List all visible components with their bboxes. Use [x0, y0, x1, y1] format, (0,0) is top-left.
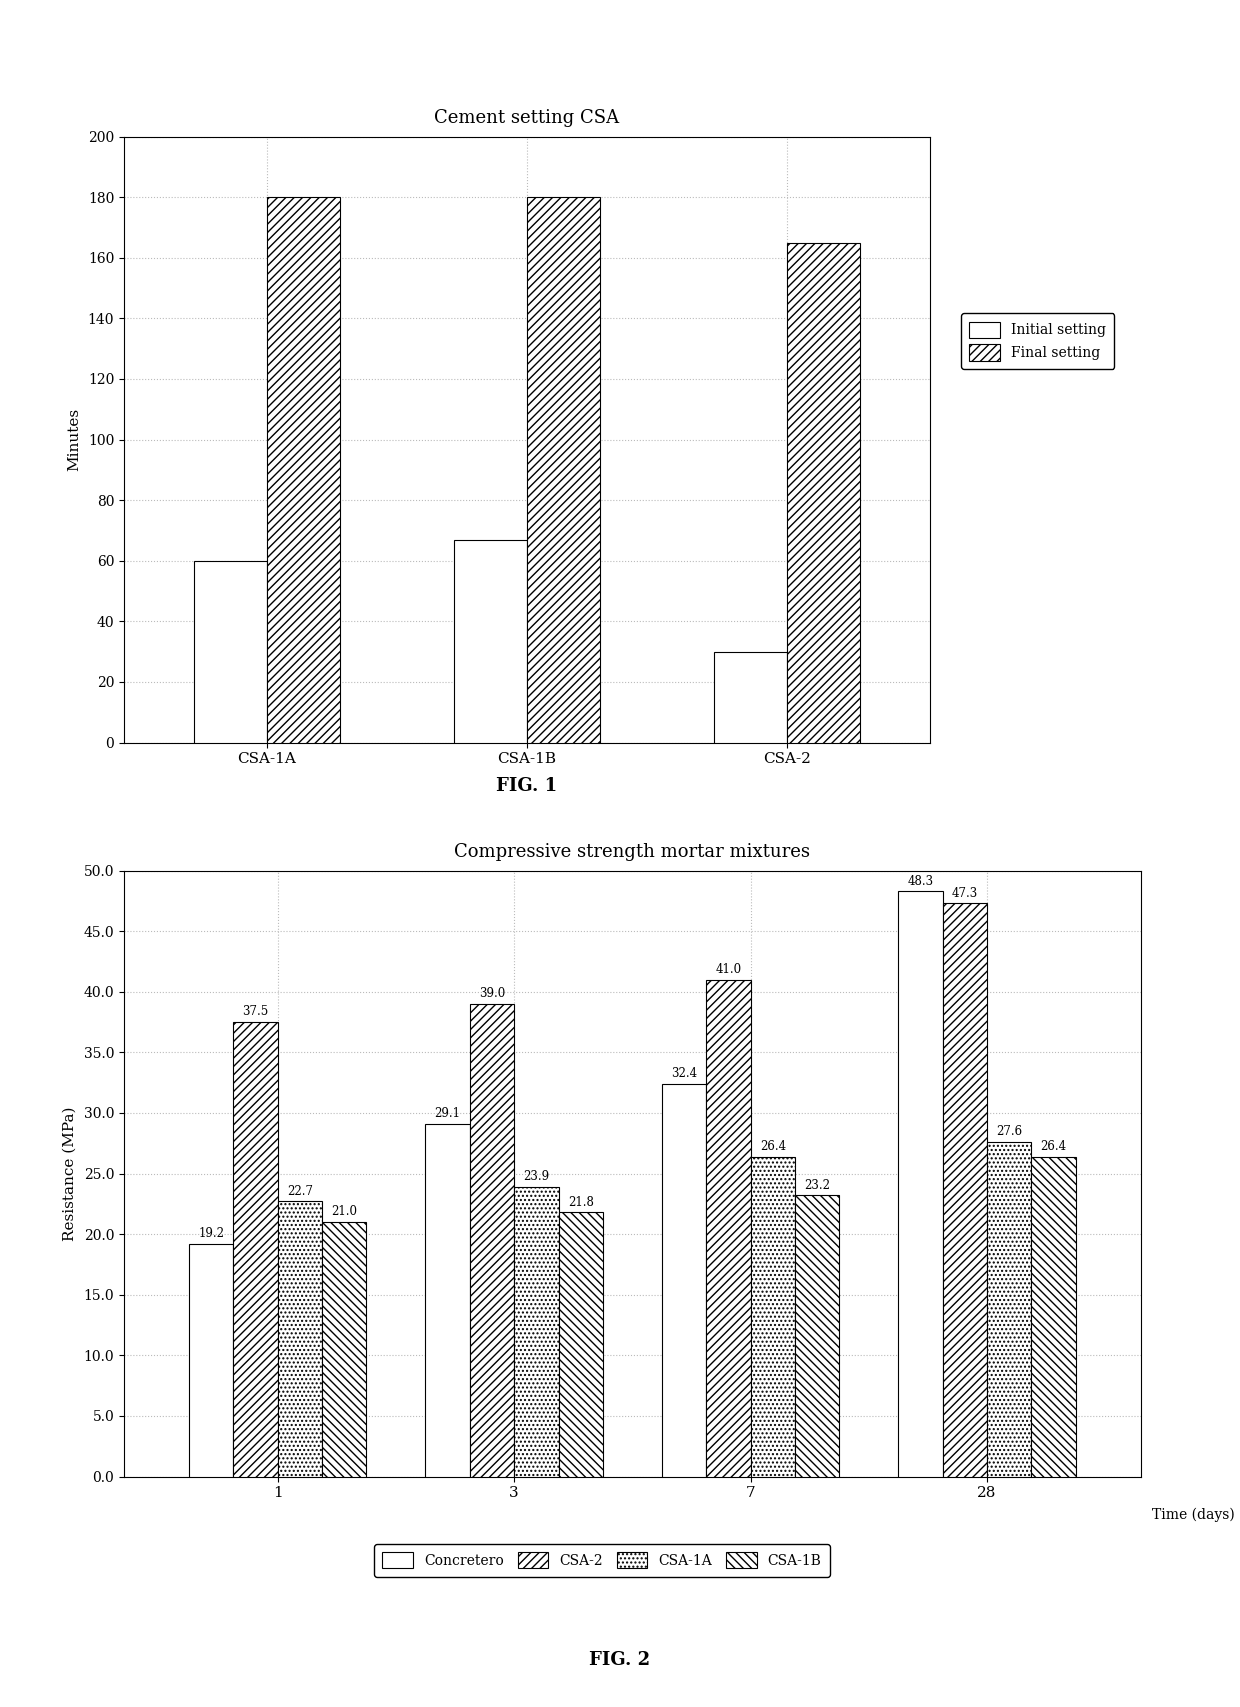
- Text: 39.0: 39.0: [479, 987, 505, 1000]
- Text: 21.8: 21.8: [568, 1195, 594, 1209]
- Bar: [527, 198, 600, 743]
- Bar: [942, 903, 987, 1477]
- Bar: [195, 562, 267, 743]
- Bar: [267, 198, 340, 743]
- Bar: [787, 242, 859, 743]
- Text: 47.3: 47.3: [952, 886, 978, 900]
- Bar: [188, 1244, 233, 1477]
- Text: 23.9: 23.9: [523, 1171, 549, 1183]
- Text: 37.5: 37.5: [242, 1005, 269, 1019]
- Text: 26.4: 26.4: [1040, 1140, 1066, 1152]
- Legend: Initial setting, Final setting: Initial setting, Final setting: [961, 312, 1115, 369]
- Bar: [714, 652, 787, 743]
- Text: FIG. 2: FIG. 2: [589, 1651, 651, 1669]
- Bar: [750, 1157, 795, 1477]
- Bar: [425, 1123, 470, 1477]
- Title: Compressive strength mortar mixtures: Compressive strength mortar mixtures: [454, 843, 811, 860]
- Bar: [470, 1004, 515, 1477]
- Text: 29.1: 29.1: [435, 1108, 461, 1120]
- Text: 22.7: 22.7: [286, 1185, 312, 1198]
- Bar: [707, 980, 750, 1477]
- Text: 32.4: 32.4: [671, 1067, 697, 1081]
- Bar: [662, 1084, 707, 1477]
- Bar: [515, 1186, 558, 1477]
- Text: 27.6: 27.6: [996, 1125, 1022, 1139]
- Bar: [322, 1222, 366, 1477]
- Text: 26.4: 26.4: [760, 1140, 786, 1152]
- Title: Cement setting CSA: Cement setting CSA: [434, 109, 620, 126]
- Bar: [454, 539, 527, 743]
- Bar: [1032, 1157, 1076, 1477]
- Y-axis label: Minutes: Minutes: [67, 408, 81, 471]
- Bar: [899, 891, 942, 1477]
- Legend: Concretero, CSA-2, CSA-1A, CSA-1B: Concretero, CSA-2, CSA-1A, CSA-1B: [374, 1545, 830, 1577]
- Bar: [233, 1022, 278, 1477]
- Text: 41.0: 41.0: [715, 963, 742, 976]
- Text: 19.2: 19.2: [198, 1227, 224, 1241]
- Text: Time (days): Time (days): [1152, 1507, 1235, 1521]
- Text: 21.0: 21.0: [331, 1205, 357, 1219]
- Bar: [558, 1212, 603, 1477]
- Bar: [278, 1202, 322, 1477]
- Bar: [795, 1195, 839, 1477]
- Bar: [987, 1142, 1032, 1477]
- Y-axis label: Resistance (MPa): Resistance (MPa): [63, 1106, 77, 1241]
- Text: 48.3: 48.3: [908, 874, 934, 888]
- Text: FIG. 1: FIG. 1: [496, 777, 558, 795]
- Text: 23.2: 23.2: [804, 1180, 830, 1191]
